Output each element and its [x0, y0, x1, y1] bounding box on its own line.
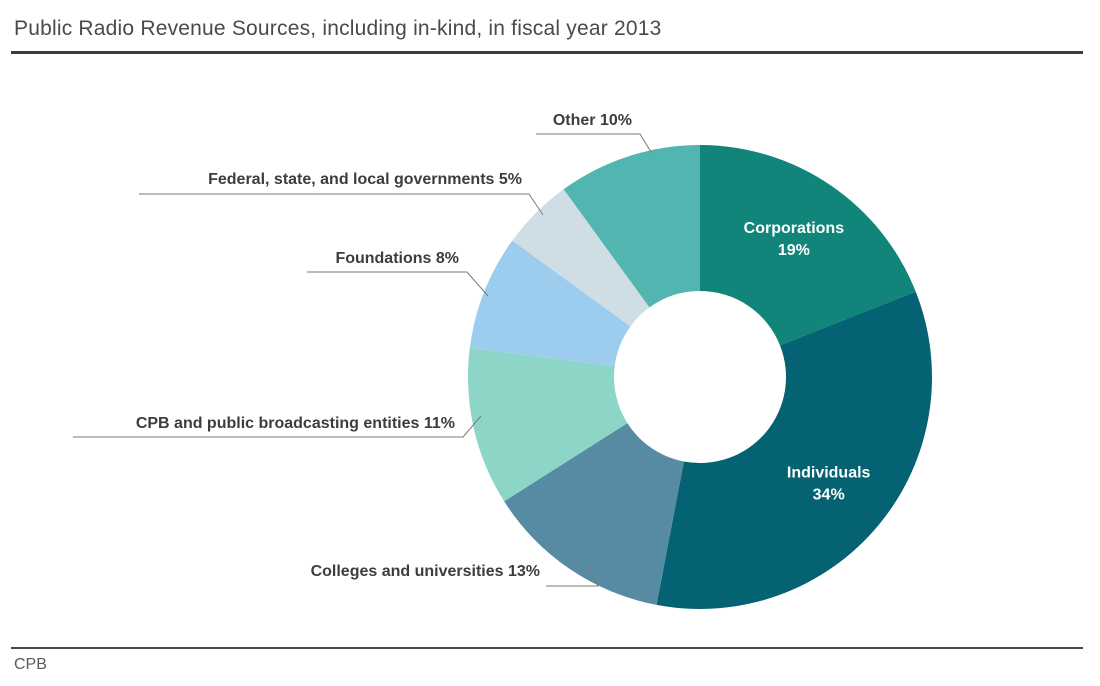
leader-line-foundations [307, 271, 489, 297]
slice-label-colleges-and-universities: Colleges and universities 13% [311, 563, 540, 580]
slice-foundations [469, 240, 631, 367]
slice-label-corporations: Corporations [744, 220, 845, 237]
slice-label-cpb-and-public-broadcasting-entities: CPB and public broadcasting entities 11% [136, 415, 455, 432]
slice-label-other: Other 10% [553, 112, 632, 129]
chart-title: Public Radio Revenue Sources, including … [14, 17, 662, 40]
slice-cpb-and-public-broadcasting-entities [467, 347, 628, 502]
slice-label-individuals: Individuals [787, 464, 871, 481]
slice-other [563, 145, 700, 308]
source-credit: CPB [14, 656, 47, 673]
slice-corporations [700, 145, 916, 346]
leader-line-federal-state-and-local-governments [139, 193, 544, 216]
slice-label-corporations-value: 19% [778, 242, 810, 259]
leader-line-colleges-and-universities [546, 565, 599, 587]
top-rule [11, 51, 1083, 54]
slice-individuals [656, 291, 932, 609]
slice-colleges-and-universities [504, 423, 684, 605]
slice-label-federal-state-and-local-governments: Federal, state, and local governments 5% [208, 171, 522, 188]
leader-line-cpb-and-public-broadcasting-entities [73, 415, 482, 438]
slice-federal-state-and-local-governments [512, 189, 650, 327]
slice-label-foundations: Foundations 8% [335, 250, 459, 267]
bottom-rule [11, 647, 1083, 649]
slice-label-individuals-value: 34% [813, 486, 845, 503]
leader-line-other [536, 133, 652, 153]
